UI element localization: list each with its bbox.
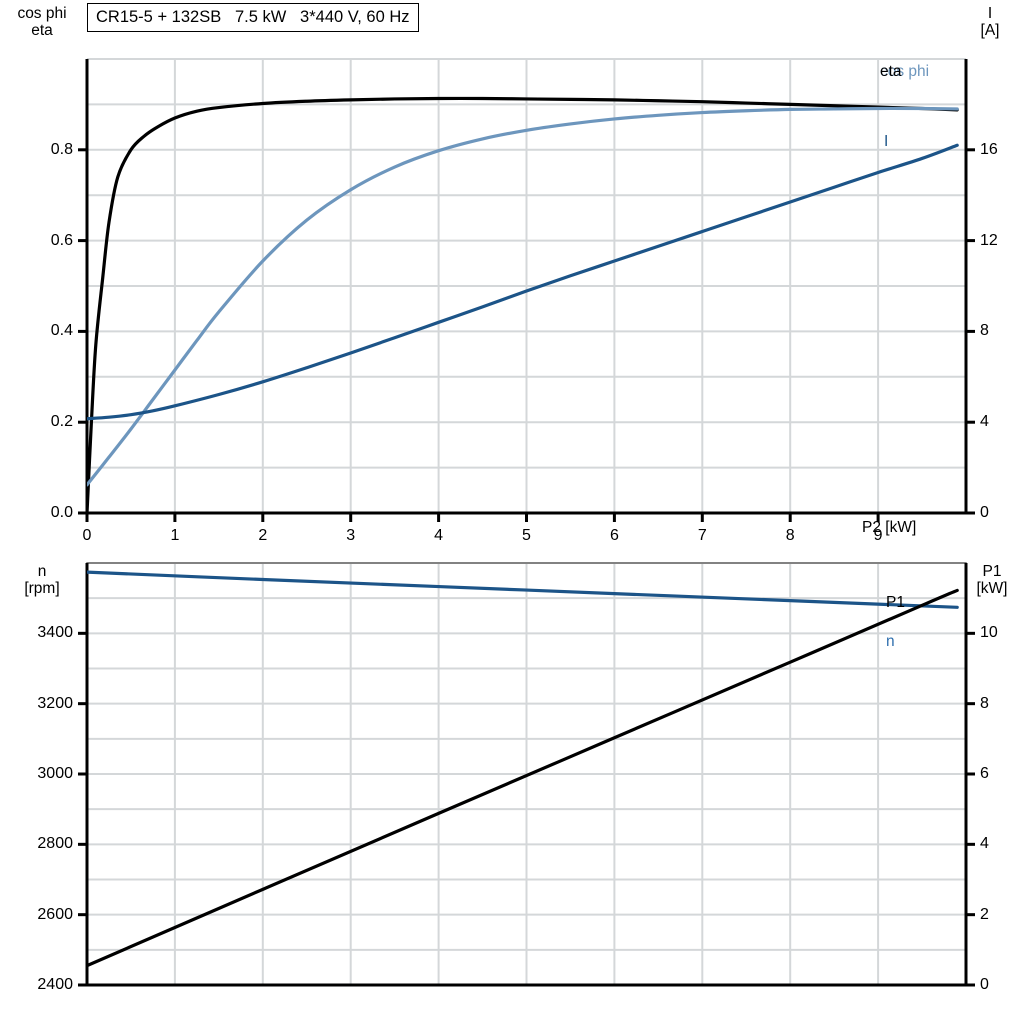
upper-y-axis-right-label: I [A] <box>980 5 1000 39</box>
axis-tick-label: 3200 <box>37 694 73 712</box>
axis-tick-label: 2400 <box>37 976 73 993</box>
axis-tick-label: 5 <box>522 527 531 544</box>
chart-title: CR15-5 + 132SB 7.5 kW 3*440 V, 60 Hz <box>87 3 419 32</box>
axis-tick-label: 10 <box>980 624 998 642</box>
axis-tick-label: 6 <box>980 765 989 782</box>
axis-tick-label: 2 <box>258 527 268 544</box>
upper-y-axis-label: cos phi eta <box>17 5 67 39</box>
axis-tick-label: 0.0 <box>50 504 73 521</box>
axis-tick-label: 0.8 <box>50 140 73 158</box>
axis-tick-label: 0 <box>980 504 989 521</box>
curve-label-n: n <box>886 633 895 650</box>
axis-tick-label: 6 <box>609 527 619 544</box>
axis-tick-label: 4 <box>980 835 989 853</box>
axis-tick-label: 2800 <box>37 835 73 853</box>
axis-tick-label: 8 <box>980 694 989 712</box>
curve-I <box>87 143 959 421</box>
curve-label-p1: P1 <box>886 594 905 611</box>
curve-label-cos-phi: cos phi <box>880 63 930 80</box>
axis-tick-label: 7 <box>697 527 707 544</box>
axis-tick-label: 2 <box>980 905 989 923</box>
axis-tick-label: 4 <box>434 527 444 544</box>
axis-tick-label: 0.6 <box>50 231 73 249</box>
upper-plot-area <box>78 58 975 522</box>
lower-y-axis-label: n [rpm] <box>24 563 60 597</box>
axis-tick-label: 0.2 <box>50 413 73 431</box>
upper-x-axis-label: P2 [kW] <box>862 519 917 536</box>
axis-tick-label: 2600 <box>37 905 73 923</box>
axis-tick-label: 12 <box>980 231 998 249</box>
axis-tick-label: 0 <box>980 976 989 993</box>
curve-P1 <box>87 588 959 968</box>
curve-label-current: I <box>884 133 889 150</box>
curve-eta <box>87 96 959 513</box>
axis-tick-label: 8 <box>980 322 989 340</box>
axis-tick-label: 9 <box>873 527 883 544</box>
axis-tick-label: 3 <box>346 527 356 544</box>
axis-tick-label: 3400 <box>37 624 73 642</box>
axis-tick-label: 3000 <box>37 765 73 782</box>
curve-cos-phi <box>87 106 959 487</box>
curve-label-eta: eta <box>880 63 902 80</box>
axis-tick-label: 0 <box>82 527 92 544</box>
axis-tick-label: 1 <box>170 527 180 544</box>
axis-tick-label: 16 <box>980 140 998 158</box>
axis-tick-label: 0.4 <box>50 322 73 340</box>
lower-y-axis-right-label: P1 [kW] <box>976 563 1008 597</box>
axis-tick-label: 4 <box>980 413 989 431</box>
axis-tick-label: 8 <box>785 527 795 544</box>
curve-n <box>87 570 959 609</box>
